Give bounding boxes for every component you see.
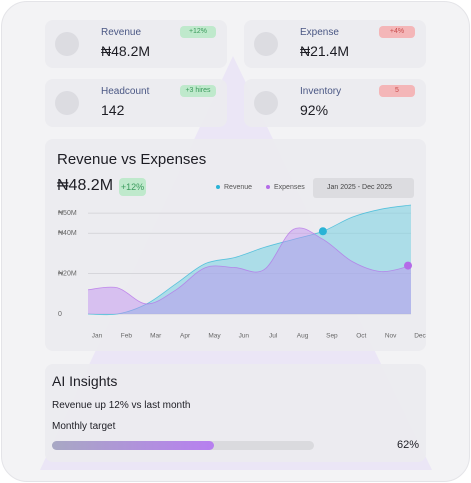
x-tick-label: Aug (297, 333, 309, 340)
target-label: Monthly target (52, 421, 116, 432)
chart-title: Revenue vs Expenses (57, 151, 207, 168)
card-value: ₦21.4M (300, 43, 350, 59)
y-tick-label: ₦20M (58, 270, 77, 277)
point-marker (404, 261, 412, 270)
x-tick-label: Feb (121, 333, 133, 340)
icon (254, 91, 278, 115)
card-label: Expense (300, 27, 339, 38)
card-value: ₦48.2M (101, 43, 151, 59)
legend-swatch (266, 185, 270, 189)
card[interactable]: Headcount 142 +3 hires (45, 79, 227, 127)
x-tick-label: Apr (180, 333, 191, 340)
legend-label: Revenue (224, 184, 252, 191)
badge: +12% (180, 26, 216, 38)
progress-label: 62% (397, 439, 420, 451)
x-tick-label: Jul (269, 333, 278, 340)
y-tick-label: ₦50M (58, 210, 77, 217)
point-marker (318, 227, 327, 236)
legend-label: Expenses (274, 184, 305, 191)
x-tick-label: Oct (356, 333, 366, 340)
icon (254, 32, 278, 56)
icon (55, 32, 79, 56)
card-label: Inventory (300, 86, 342, 97)
insights-title: AI Insights (52, 373, 118, 389)
badge: 5 (379, 85, 415, 97)
line (87, 227, 412, 305)
card-label: Revenue (101, 27, 142, 38)
legend-swatch (216, 185, 220, 189)
badge: +3 hires (180, 85, 216, 97)
x-tick-label: Mar (150, 333, 162, 340)
card-value: 142 (101, 102, 125, 118)
card[interactable]: Inventory 92% 5 (244, 79, 426, 127)
y-tick-label: 0 (58, 311, 62, 318)
x-tick-label: Nov (385, 333, 397, 340)
x-tick-label: Dec (414, 333, 426, 340)
x-tick-label: Jan (92, 333, 103, 340)
card[interactable]: Revenue ₦48.2M +12% (45, 20, 227, 68)
card-label: Headcount (101, 86, 150, 97)
progress-bar (52, 441, 215, 450)
progress-track (52, 441, 314, 450)
badge: +4% (379, 26, 415, 38)
x-tick-label: Sep (326, 333, 338, 340)
icon (55, 91, 79, 115)
line (87, 204, 412, 316)
y-tick-label: ₦40M (58, 230, 77, 237)
badge: +12% (119, 178, 146, 196)
date-picker[interactable]: Jan 2025 - Dec 2025 (313, 178, 414, 198)
card-value: 92% (300, 102, 329, 118)
headline: ₦48.2M (57, 177, 114, 194)
x-tick-label: Jun (239, 333, 250, 340)
card[interactable]: Expense ₦21.4M +4% (244, 20, 426, 68)
area (88, 227, 411, 314)
area (88, 205, 411, 315)
x-tick-label: May (208, 333, 221, 340)
insights-text: Revenue up 12% vs last month (52, 400, 191, 411)
